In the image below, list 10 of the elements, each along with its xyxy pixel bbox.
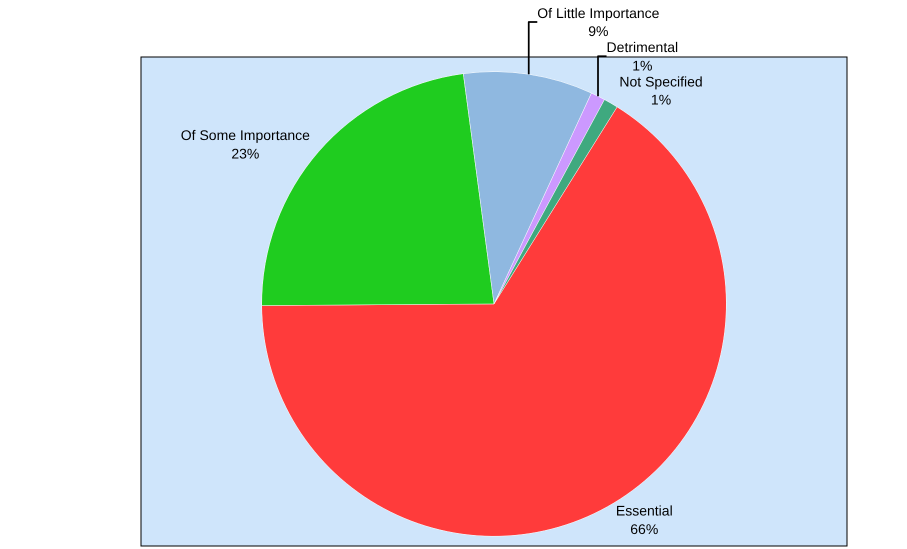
slice-label: Of Some Importance: [180, 127, 310, 144]
data-label: 1%: [632, 57, 652, 74]
slice-label: Detrimental: [606, 39, 678, 56]
data-label: 1%: [650, 92, 672, 108]
slice-label: Not Specified: [619, 73, 703, 90]
data-label: 66%: [630, 520, 658, 537]
slice-label: Essential: [616, 502, 673, 519]
data-label: 23%: [231, 145, 260, 162]
data-label: 9%: [588, 23, 608, 40]
slice-label: Of Little Importance: [537, 4, 660, 21]
